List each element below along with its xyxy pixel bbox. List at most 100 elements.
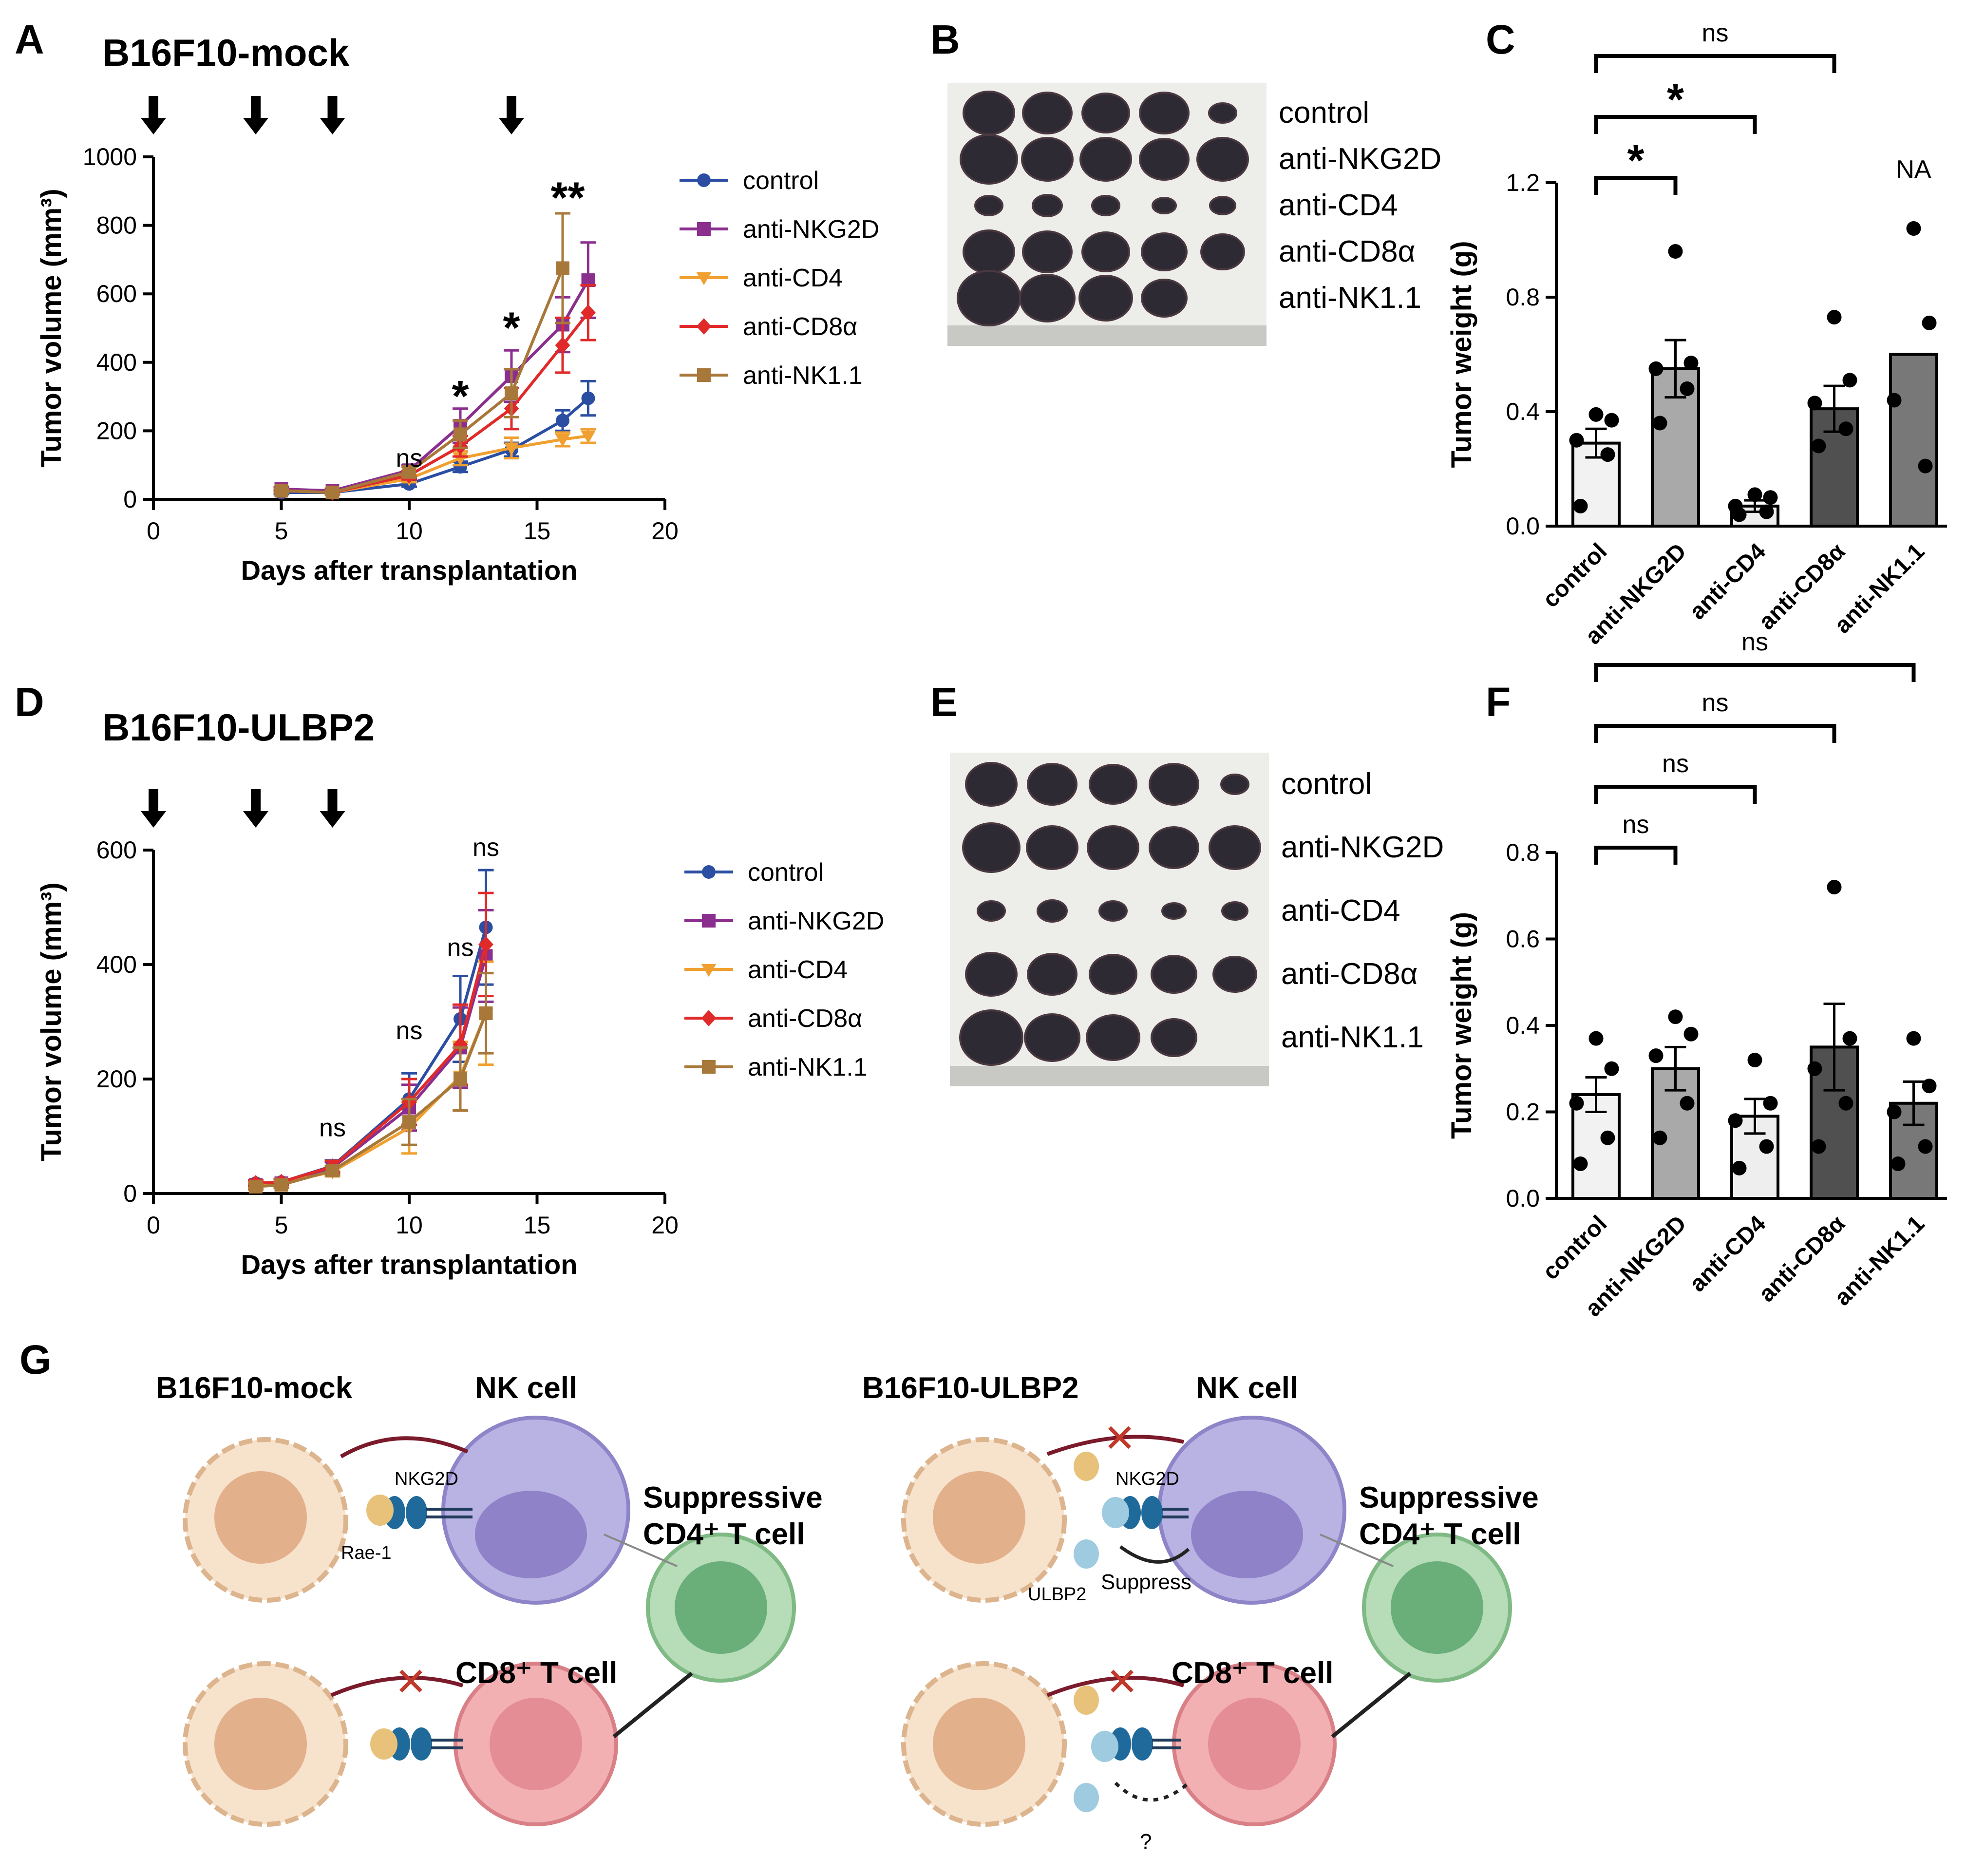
data-point — [1604, 1061, 1619, 1076]
x-axis-label: Days after transplantation — [241, 555, 578, 586]
y-axis-label: Tumor weight (g) — [1446, 241, 1477, 468]
y-tick-label: 0.4 — [1506, 1012, 1540, 1039]
schematic-right-ligand-label: ULBP2 — [1028, 1584, 1086, 1605]
tumor-specimen — [1079, 137, 1132, 182]
tumor-specimen — [974, 195, 1003, 216]
significance-label: * — [503, 304, 520, 353]
tumor-specimen — [1161, 902, 1187, 920]
significance-label: ns — [473, 834, 499, 862]
legend-marker-anti-NK1.1 — [697, 368, 711, 382]
bracket-label: ns — [1623, 811, 1649, 839]
data-point-anti-CD4 — [555, 434, 570, 447]
significance-bracket — [1594, 846, 1678, 865]
photo-row-label: control — [1281, 767, 1372, 801]
data-point-anti-NK1.1 — [505, 386, 518, 400]
y-tick-label: 0.0 — [1506, 1185, 1540, 1212]
x-axis-label: Days after transplantation — [241, 1249, 578, 1280]
schematic-left-cd4-title-1: Suppressive — [643, 1481, 823, 1515]
x-tick-label: 5 — [275, 517, 288, 545]
x-tick-label: anti-CD4 — [1684, 1211, 1771, 1297]
series-line-anti-CD8α — [281, 312, 589, 494]
x-tick-label: 0 — [147, 1212, 160, 1239]
legend-marker-anti-CD8α — [696, 318, 712, 335]
suppress-line-left-cd8 — [612, 1671, 693, 1739]
tumor-specimen — [1087, 825, 1139, 870]
significance-label: ns — [319, 1114, 346, 1142]
schematic-right-question: ? — [1140, 1830, 1152, 1854]
tumor-cell-top-left — [183, 1437, 348, 1603]
data-point — [1827, 310, 1842, 325]
data-point-control — [581, 391, 595, 405]
y-axis-label: Tumor weight (g) — [1446, 912, 1477, 1139]
y-tick-label: 600 — [96, 280, 137, 307]
x-tick-label: 10 — [396, 1212, 423, 1239]
schematic-left-cd8-title: CD8⁺ T cell — [455, 1656, 618, 1690]
data-point-anti-NK1.1 — [274, 1178, 288, 1192]
legend-label: anti-NKG2D — [743, 215, 879, 244]
data-point — [1588, 1031, 1604, 1046]
cd8-t-cell-left — [454, 1662, 618, 1826]
data-point — [1842, 1031, 1857, 1046]
bracket-label: ns — [1662, 750, 1689, 778]
tumor-photo-b: control anti-NKG2D anti-CD4 anti-CD8α anti-N… — [947, 83, 1441, 346]
tumor-specimen — [965, 762, 1018, 807]
tumor-specimen — [1089, 764, 1137, 805]
legend-label: anti-CD4 — [748, 956, 848, 984]
tumor-specimen — [1139, 92, 1190, 134]
data-point — [1648, 361, 1664, 376]
legend-label: anti-CD4 — [743, 264, 843, 292]
legend-label: anti-NKG2D — [748, 907, 884, 935]
tumor-specimen — [1141, 232, 1188, 271]
data-point — [1887, 1104, 1902, 1119]
schematic-right-suppress-label: Suppress — [1101, 1570, 1191, 1594]
data-point — [1906, 1031, 1921, 1046]
series-line-anti-NK1.1 — [255, 1012, 488, 1188]
legend-marker-anti-NKG2D — [702, 914, 716, 928]
treatment-arrow-icon — [141, 96, 166, 134]
significance-bracket — [1594, 176, 1678, 195]
chart-f-tumor-weight-ulbp2: 0.0 0.2 0.4 0.6 0.8 Tumor weight (g) control an… — [1446, 628, 1947, 1322]
data-point-anti-NK1.1 — [249, 1179, 263, 1194]
tumor-specimen — [1024, 1013, 1080, 1062]
cd8-t-cell-right — [1172, 1662, 1337, 1826]
data-point-anti-CD8α — [581, 304, 596, 321]
tumor-specimen — [1151, 1018, 1197, 1057]
y-tick-label: 600 — [96, 836, 137, 864]
nkg2d-receptor-right-cd8 — [1074, 1686, 1181, 1812]
bar-anti-NK1.1 — [1889, 353, 1938, 528]
legend-marker-anti-CD4 — [696, 272, 712, 285]
panel-letter-g: G — [19, 1337, 51, 1383]
tumor-specimen — [1149, 826, 1199, 869]
y-tick-label: 0.8 — [1506, 284, 1540, 311]
y-tick-label: 0.0 — [1506, 512, 1540, 540]
data-point — [1573, 1156, 1588, 1171]
photo-row-label: anti-CD4 — [1281, 894, 1400, 928]
series-line-control — [281, 397, 589, 494]
treatment-arrow-icon — [320, 789, 345, 828]
photo-row-label: anti-CD4 — [1279, 189, 1398, 222]
tumor-specimen — [1200, 233, 1245, 270]
tumor-specimen — [965, 952, 1018, 997]
x-tick-label: 0 — [147, 517, 160, 545]
photo-row-label: anti-CD8α — [1279, 235, 1415, 268]
tumor-specimen — [1212, 956, 1257, 993]
data-point — [1732, 1160, 1747, 1175]
legend-label: control — [743, 167, 819, 195]
data-point-anti-NK1.1 — [325, 1164, 340, 1177]
data-point — [1838, 421, 1853, 436]
y-tick-label: 0.4 — [1506, 398, 1540, 425]
data-point — [1573, 498, 1588, 513]
tumor-specimen — [962, 822, 1021, 873]
data-point — [1728, 1113, 1743, 1128]
panel-letter-a: A — [15, 17, 44, 62]
data-point — [1827, 880, 1842, 894]
tumor-specimen — [1022, 230, 1073, 273]
tumor-cell-top-right — [901, 1437, 1067, 1603]
panel-letter-b: B — [930, 17, 960, 62]
data-point — [1807, 396, 1822, 411]
tumor-specimen — [1152, 197, 1177, 214]
y-tick-label: 1000 — [83, 143, 137, 171]
data-point-anti-CD8α — [478, 936, 493, 953]
significance-bracket — [1594, 724, 1836, 743]
